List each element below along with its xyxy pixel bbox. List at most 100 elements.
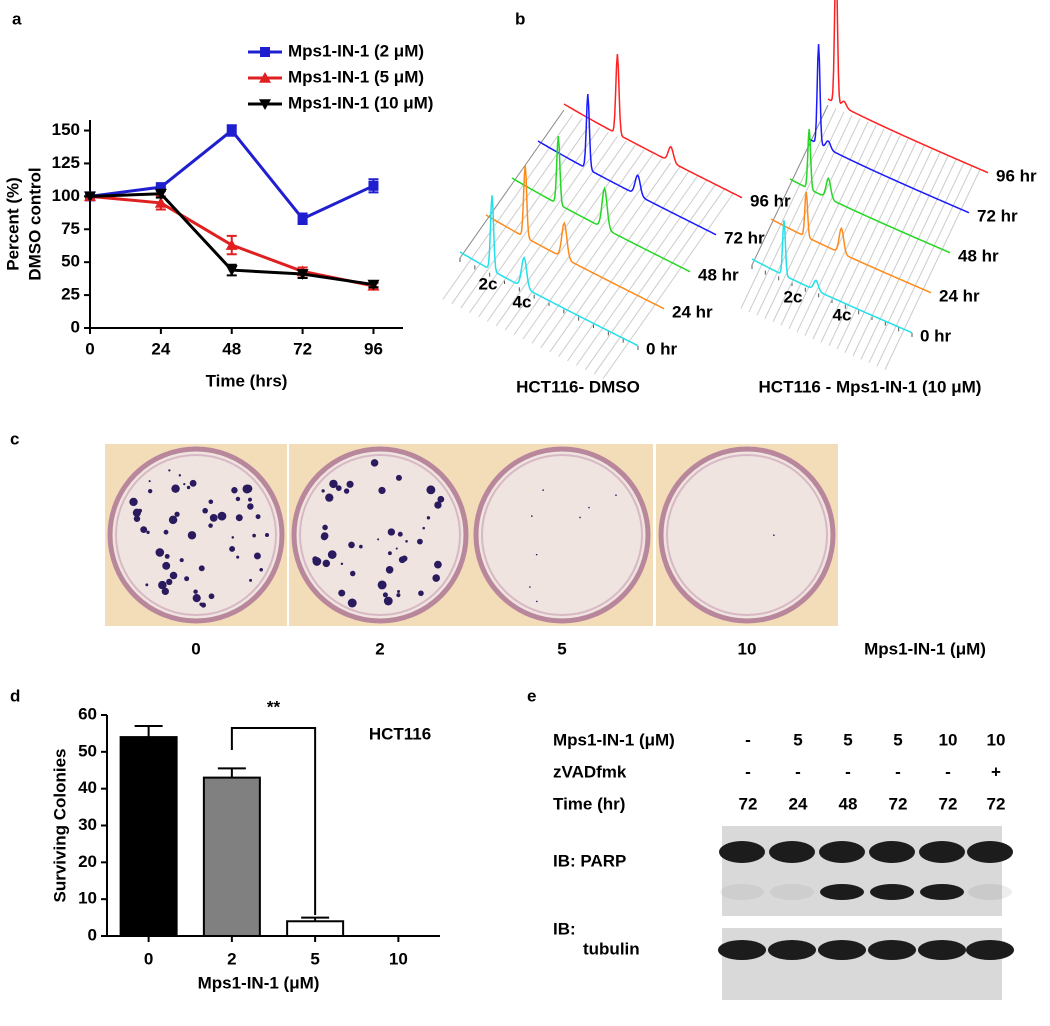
y-axis-title: DMSO control bbox=[25, 167, 44, 280]
lane-label: 24 bbox=[789, 794, 808, 813]
flow-hatch bbox=[636, 258, 664, 297]
legend-marker bbox=[259, 72, 271, 83]
flow-hatch bbox=[531, 306, 559, 344]
blot-band bbox=[967, 841, 1013, 863]
colony bbox=[138, 508, 142, 513]
colony bbox=[535, 553, 538, 556]
colony bbox=[162, 561, 171, 570]
colony bbox=[231, 536, 235, 539]
flow-hatch bbox=[868, 322, 889, 364]
flow-hatch bbox=[848, 121, 869, 163]
timepoint-label: 0 hr bbox=[920, 326, 952, 345]
panel-label: e bbox=[527, 686, 536, 705]
flow-hatch bbox=[928, 155, 949, 197]
flow-hatch bbox=[922, 249, 943, 290]
dish-rim bbox=[666, 454, 828, 616]
x-tick-label: 0 bbox=[85, 339, 94, 358]
lane-label: + bbox=[991, 762, 1001, 781]
colony bbox=[347, 598, 357, 608]
flow-hatch bbox=[885, 185, 906, 227]
flow-trace bbox=[789, 128, 951, 254]
blot-band bbox=[966, 940, 1014, 960]
flow-hatch bbox=[802, 198, 823, 239]
legend-marker bbox=[260, 47, 270, 57]
panel-label: c bbox=[10, 429, 19, 448]
data-point bbox=[84, 191, 96, 203]
flow-hatch bbox=[567, 323, 594, 362]
flow-hatch bbox=[887, 282, 908, 324]
flow-hatch bbox=[877, 182, 898, 223]
flow-hatch bbox=[845, 168, 866, 210]
dose-label: 2 bbox=[375, 639, 384, 658]
flow-trace bbox=[485, 165, 665, 310]
row-label: Time (hr) bbox=[553, 794, 625, 813]
flow-hatch bbox=[837, 165, 858, 206]
flow-hatch bbox=[807, 248, 828, 290]
flow-hatch bbox=[671, 225, 699, 264]
colony bbox=[321, 489, 325, 493]
colony bbox=[322, 524, 328, 531]
colony bbox=[340, 562, 344, 566]
colony bbox=[322, 559, 331, 568]
flow-hatch bbox=[645, 262, 673, 301]
flow-hatch bbox=[557, 269, 585, 307]
colony bbox=[395, 547, 398, 550]
flow-hatch bbox=[575, 277, 603, 316]
flow-hatch bbox=[469, 275, 497, 313]
flow-hatch bbox=[530, 255, 558, 294]
blot-band bbox=[718, 940, 766, 960]
colony bbox=[208, 523, 213, 528]
flow-hatch bbox=[636, 208, 664, 246]
blot-band bbox=[868, 940, 916, 960]
colony bbox=[192, 594, 201, 603]
flow-hatch bbox=[896, 142, 917, 183]
flow-hatch bbox=[788, 288, 809, 330]
bar bbox=[119, 736, 178, 937]
colony bbox=[235, 496, 241, 502]
colony bbox=[325, 493, 334, 502]
flow-hatch bbox=[816, 108, 837, 149]
colony bbox=[231, 487, 238, 494]
dish-rim bbox=[115, 454, 277, 616]
flow-hatch bbox=[619, 249, 646, 288]
flow-hatch bbox=[662, 221, 690, 260]
blot-band bbox=[819, 841, 865, 863]
colony bbox=[171, 484, 180, 493]
flow-hatch bbox=[952, 165, 973, 207]
data-point bbox=[368, 180, 379, 191]
flow-hatch bbox=[810, 201, 831, 243]
panel-label: d bbox=[10, 686, 20, 705]
colony bbox=[235, 514, 243, 522]
dose-axis-label: Mps1-IN-1 (μM) bbox=[864, 639, 986, 658]
flow-hatch bbox=[831, 258, 852, 300]
colony bbox=[129, 497, 138, 507]
colony bbox=[588, 506, 590, 509]
dish-rim bbox=[481, 454, 643, 616]
flow-hatch bbox=[898, 239, 919, 280]
flow-hatch bbox=[564, 173, 592, 211]
flow-hatch bbox=[764, 278, 785, 319]
blot-band bbox=[918, 940, 966, 960]
flow-hatch bbox=[904, 145, 925, 187]
colony bbox=[359, 544, 363, 549]
y-tick-label: 125 bbox=[52, 153, 80, 172]
flow-axis bbox=[459, 109, 565, 259]
timepoint-label: 96 hr bbox=[996, 166, 1037, 185]
flow-hatch bbox=[477, 229, 505, 268]
flow-hatch bbox=[917, 199, 938, 240]
legend-label: Mps1-IN-1 (5 μM) bbox=[288, 67, 424, 86]
flow-title: HCT116 - Mps1-IN-1 (10 μM) bbox=[759, 377, 982, 396]
colony bbox=[199, 602, 204, 607]
colony bbox=[193, 589, 198, 594]
colony bbox=[335, 485, 342, 492]
flow-hatch bbox=[599, 140, 627, 179]
flow-hatch bbox=[601, 291, 629, 329]
blot-band bbox=[770, 884, 814, 900]
lane-label: 5 bbox=[843, 730, 852, 749]
flow-hatch bbox=[826, 208, 847, 250]
x-tick-label: 24 bbox=[151, 339, 170, 358]
flow-hatch bbox=[893, 188, 914, 230]
colony bbox=[179, 558, 184, 563]
colony bbox=[187, 531, 197, 540]
flow-hatch bbox=[654, 267, 682, 305]
